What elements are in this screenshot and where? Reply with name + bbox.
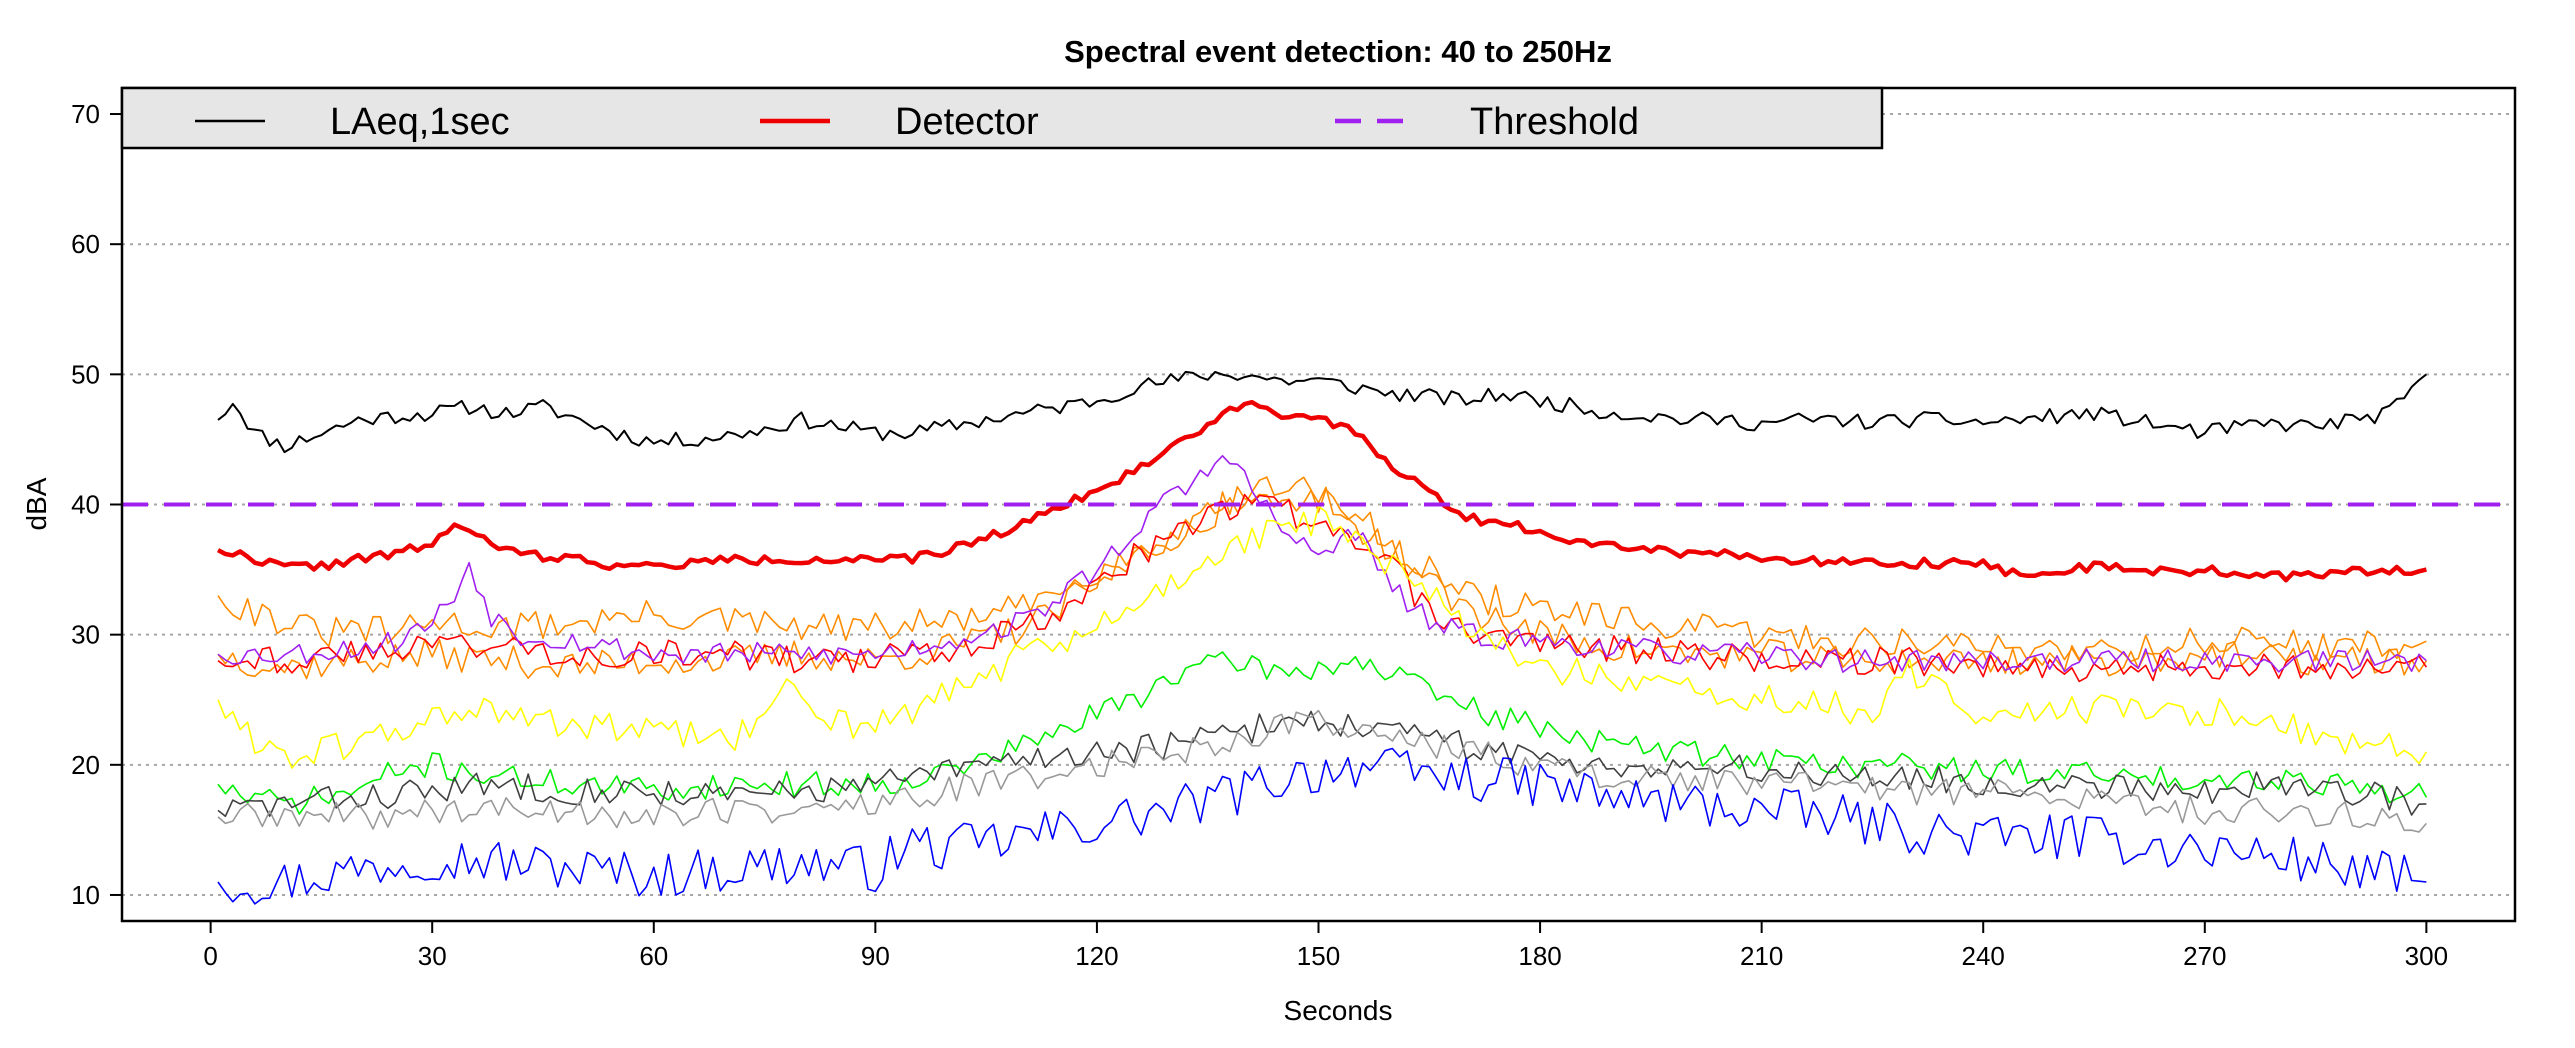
legend: LAeq,1sec Detector Threshold [120, 86, 1884, 150]
y-tick-label-70: 70 [71, 99, 100, 129]
series-band-green [217, 651, 2428, 815]
chart-title: Spectral event detection: 40 to 250Hz [1064, 34, 1612, 69]
y-axis: 10 20 30 40 50 60 70 [71, 99, 122, 910]
x-tick-label-270: 270 [2183, 941, 2226, 971]
series-layer [216, 370, 2428, 905]
series-detector [216, 399, 2427, 583]
x-tick-label-0: 0 [203, 941, 217, 971]
series-band-gray [217, 709, 2428, 833]
series-band-orange-1 [217, 485, 2427, 663]
y-tick-label-20: 20 [71, 750, 100, 780]
x-tick-label-240: 240 [1962, 941, 2005, 971]
y-tick-label-40: 40 [71, 490, 100, 520]
series-band-red [217, 493, 2428, 683]
legend-label-threshold: Threshold [1470, 101, 1639, 143]
y-tick-label-50: 50 [71, 359, 100, 389]
x-tick-label-300: 300 [2405, 941, 2448, 971]
legend-label-laeq-1sec: LAeq,1sec [330, 101, 510, 143]
y-tick-label-30: 30 [71, 620, 100, 650]
x-tick-label-120: 120 [1075, 941, 1118, 971]
series-band-purple [217, 454, 2427, 673]
series-band-yellow [217, 505, 2428, 769]
x-tick-label-180: 180 [1518, 941, 1561, 971]
x-tick-label-210: 210 [1740, 941, 1783, 971]
x-tick-label-60: 60 [639, 941, 668, 971]
x-axis: 0 30 60 90 120 150 180 210 240 270 300 [203, 921, 2448, 971]
series-band-orange-2 [217, 476, 2428, 680]
legend-box [120, 86, 1884, 150]
x-axis-label: Seconds [1284, 995, 1393, 1026]
x-tick-label-30: 30 [418, 941, 447, 971]
series-laeq-1sec [217, 370, 2428, 454]
legend-label-detector: Detector [895, 101, 1039, 143]
series-band-dark-gray [217, 710, 2427, 818]
y-tick-label-60: 60 [71, 229, 100, 259]
x-tick-label-90: 90 [861, 941, 890, 971]
x-tick-label-150: 150 [1297, 941, 1340, 971]
series-band-blue [217, 747, 2427, 905]
y-axis-label: dBA [21, 477, 52, 530]
y-tick-label-10: 10 [71, 880, 100, 910]
